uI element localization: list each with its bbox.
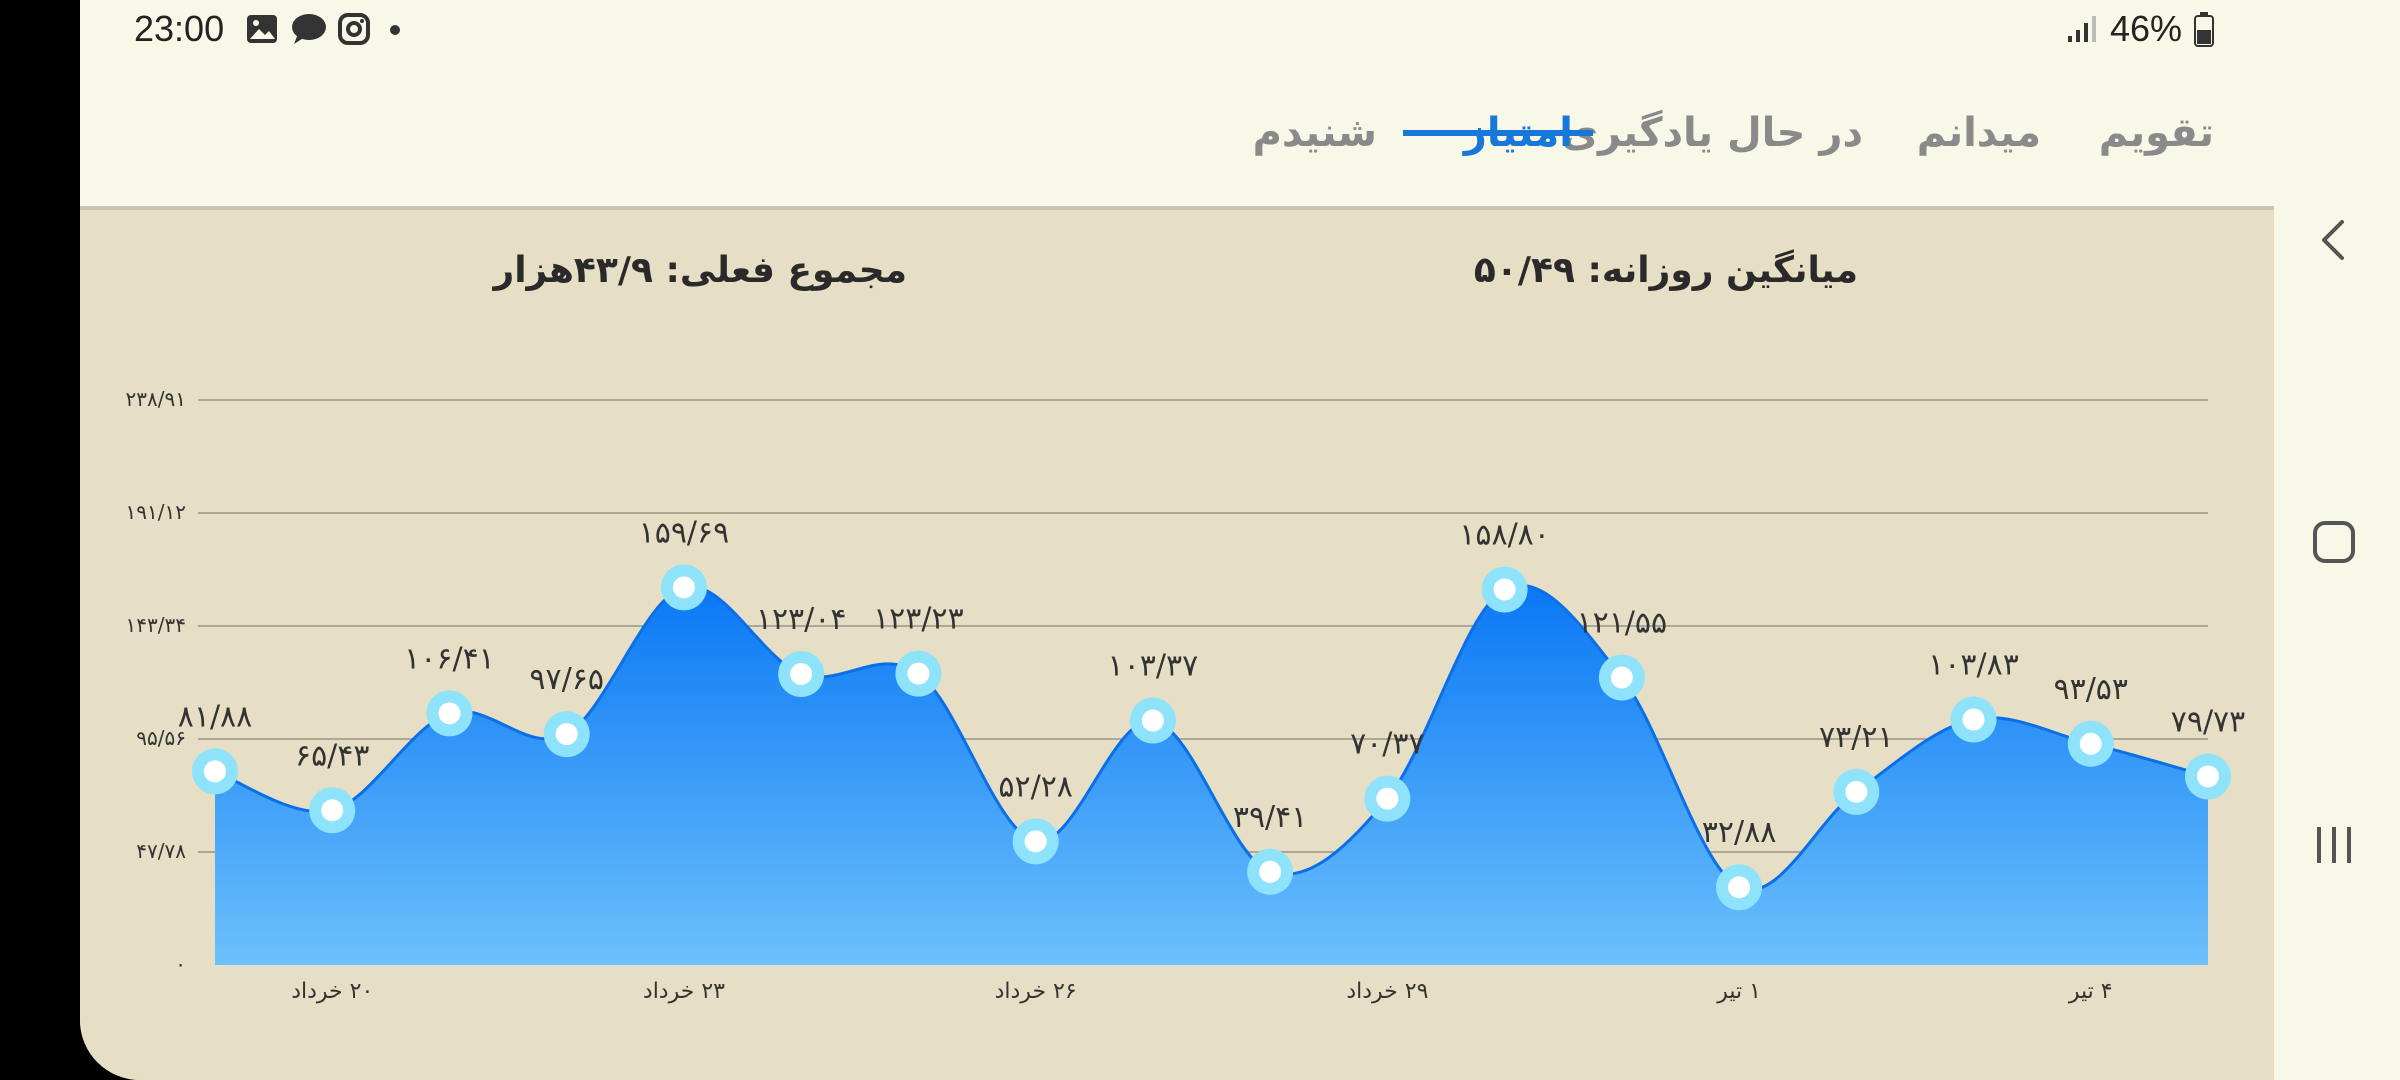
data-label: ۱۲۳/۲۳ bbox=[873, 602, 964, 637]
message-icon bbox=[292, 14, 326, 44]
back-icon[interactable] bbox=[2304, 210, 2364, 270]
data-point-center bbox=[555, 723, 578, 746]
system-nav-bar bbox=[2274, 0, 2400, 1080]
tab-heard[interactable]: شنیدم bbox=[1252, 110, 1377, 156]
data-label: ۶۵/۴۳ bbox=[295, 738, 370, 773]
area-fill bbox=[215, 585, 2208, 965]
data-point-center bbox=[907, 662, 930, 685]
instagram-icon bbox=[338, 13, 370, 45]
tab-learning[interactable]: در حال یادگیری bbox=[1561, 110, 1863, 156]
x-tick-label: ۲۰ خرداد bbox=[291, 979, 373, 1004]
x-tick-label: ۱ تیر bbox=[1716, 979, 1761, 1004]
data-label: ۱۵۹/۶۹ bbox=[639, 515, 730, 550]
data-point-center bbox=[2079, 732, 2102, 755]
daily-average: میانگین روزانه: ۵۰/۴۹ bbox=[1473, 250, 1858, 291]
battery-percent: 46% bbox=[2109, 8, 2182, 49]
y-tick-label: ۱۹۱/۱۲ bbox=[126, 500, 186, 524]
data-label: ۷۳/۲۱ bbox=[1819, 720, 1894, 755]
x-tick-label: ۴ تیر bbox=[2068, 979, 2113, 1004]
data-point-center bbox=[2197, 765, 2219, 788]
status-time: 23:00 bbox=[134, 8, 225, 49]
data-label: ۱۰۶/۴۱ bbox=[404, 641, 495, 676]
data-point-center bbox=[1024, 830, 1047, 853]
status-bar: 23:00 bbox=[80, 0, 2274, 60]
gallery-icon bbox=[247, 15, 277, 43]
data-label: ۳۲/۸۸ bbox=[1702, 815, 1777, 850]
x-tick-label: ۲۹ خرداد bbox=[1346, 979, 1428, 1004]
data-point-center bbox=[1141, 709, 1164, 732]
data-label: ۱۵۸/۸۰ bbox=[1459, 517, 1550, 552]
x-tick-label: ۲۳ خرداد bbox=[643, 979, 725, 1004]
data-point-center bbox=[204, 760, 226, 783]
score-chart: ۰ ۴۷/۷۸ ۹۵/۵۶ ۱۴۳/۳۴ ۱۹۱/۱۲ ۲۳۸/۹۱ ۸۱/۸۸ ۶۵/۴۳… bbox=[126, 387, 2246, 1004]
battery-icon bbox=[2194, 12, 2214, 47]
y-tick-label: ۹۵/۵۶ bbox=[136, 726, 186, 750]
score-panel: میانگین روزانه: ۵۰/۴۹ مجموع فعلی: ۴۳/۹هز… bbox=[80, 210, 2274, 1080]
data-label: ۷۹/۷۳ bbox=[2171, 704, 2246, 739]
data-label: ۹۷/۶۵ bbox=[529, 662, 604, 697]
data-label: ۳۹/۴۱ bbox=[1233, 800, 1308, 835]
data-point-center bbox=[438, 702, 461, 725]
data-point-center bbox=[1728, 876, 1751, 899]
y-tick-label: ۴۷/۷۸ bbox=[136, 839, 186, 863]
y-tick-label: ۲۳۸/۹۱ bbox=[126, 387, 186, 411]
home-icon[interactable] bbox=[2304, 512, 2364, 572]
data-label: ۱۲۱/۵۵ bbox=[1576, 606, 1667, 641]
tab-bar: تقویم میدانم در حال یادگیری امتیاز شنیدم bbox=[80, 70, 2274, 210]
y-tick-label: ۰ bbox=[175, 952, 186, 976]
active-tab-indicator bbox=[1403, 130, 1593, 136]
data-label: ۷۰/۳۷ bbox=[1350, 727, 1425, 762]
data-label: ۸۱/۸۸ bbox=[178, 699, 253, 734]
data-label: ۹۳/۵۳ bbox=[2053, 672, 2128, 707]
data-point-center bbox=[1493, 578, 1516, 601]
data-label: ۵۲/۲۸ bbox=[998, 769, 1073, 804]
data-point-center bbox=[1259, 860, 1282, 883]
data-label: ۱۰۳/۳۷ bbox=[1108, 649, 1199, 684]
data-point-center bbox=[1610, 666, 1633, 689]
notification-icons bbox=[245, 12, 405, 46]
tab-calendar[interactable]: تقویم bbox=[2098, 110, 2214, 156]
data-point-center bbox=[1962, 708, 1985, 731]
y-tick-label: ۱۴۳/۳۴ bbox=[126, 613, 186, 637]
recents-icon[interactable] bbox=[2304, 815, 2364, 875]
data-point-center bbox=[1376, 787, 1399, 810]
data-point-center bbox=[790, 663, 813, 686]
data-point-center bbox=[672, 576, 695, 599]
current-total: مجموع فعلی: ۴۳/۹هزار bbox=[493, 250, 907, 291]
data-point-center bbox=[321, 799, 344, 822]
signal-icon bbox=[2067, 16, 2096, 42]
tab-divider bbox=[80, 206, 2274, 210]
tab-known[interactable]: میدانم bbox=[1916, 110, 2041, 156]
data-label: ۱۲۳/۰۴ bbox=[756, 602, 847, 637]
app-screen: 23:00 bbox=[80, 0, 2274, 1080]
dot-icon bbox=[390, 25, 400, 35]
x-tick-label: ۲۶ خرداد bbox=[995, 979, 1077, 1004]
data-label: ۱۰۳/۸۳ bbox=[1928, 647, 2019, 682]
data-point-center bbox=[1845, 780, 1868, 803]
